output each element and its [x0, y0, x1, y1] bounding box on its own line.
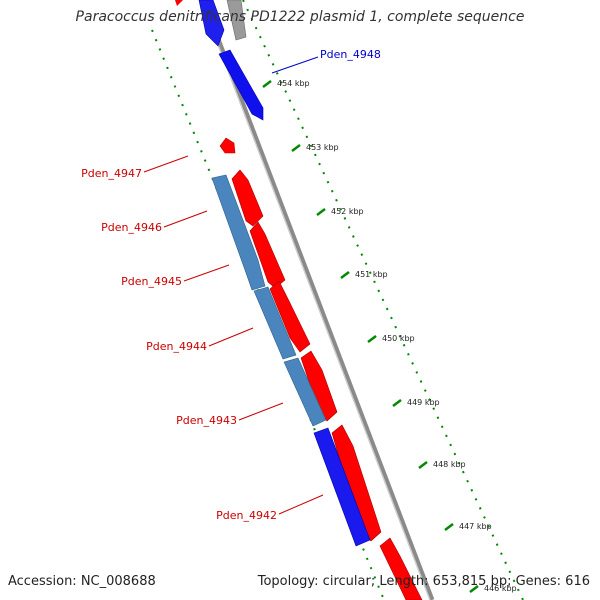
gene-label-pden-4943[interactable]: Pden_4943: [176, 414, 237, 427]
feature-pden-4943-reverse[interactable]: [313, 427, 371, 547]
feature-pden-4947[interactable]: [219, 137, 236, 154]
leader-pden-4943: [238, 402, 284, 421]
tick-label: 454 kbp: [277, 79, 310, 88]
top-gray-feature[interactable]: [226, 0, 247, 41]
map-title: Paracoccus denitrificans PD1222 plasmid …: [75, 9, 525, 25]
tick-mark: [340, 271, 350, 279]
tick-label: 447 kbp: [459, 522, 492, 531]
topology-text: Topology: circular; Length: 653,815 bp; …: [257, 574, 590, 589]
feature-pden-4944-reverse[interactable]: [283, 357, 327, 427]
tick-mark: [392, 399, 402, 407]
tick-mark: [469, 585, 479, 593]
tick-mark: [418, 461, 428, 469]
gene-label-pden-4945[interactable]: Pden_4945: [121, 275, 182, 288]
tick-mark: [444, 523, 454, 531]
tick-mark: [316, 208, 326, 216]
top-red-fragment[interactable]: [175, 0, 183, 6]
feature-pden-4945-reverse[interactable]: [253, 286, 297, 360]
feature-pden-4946-forward[interactable]: [231, 169, 264, 227]
leader-pden-4945: [183, 264, 230, 282]
leader-pden-4942: [278, 494, 324, 515]
leader-pden-4947: [143, 155, 189, 173]
feature-pden-4942-forward[interactable]: [379, 537, 423, 600]
tick-label: 453 kbp: [306, 143, 339, 152]
feature-pden-4948[interactable]: [218, 49, 264, 121]
gene-label-pden-4942[interactable]: Pden_4942: [216, 509, 277, 522]
backbone-ring: [200, 0, 435, 600]
accession-text: Accession: NC_008688: [8, 574, 156, 589]
tick-label: 451 kbp: [355, 270, 388, 279]
tick-label: 449 kbp: [407, 398, 440, 407]
backbone-highlight: [200, 0, 431, 600]
tick-mark: [367, 335, 377, 343]
leader-pden-4948: [271, 56, 319, 74]
gene-label-pden-4947[interactable]: Pden_4947: [81, 167, 142, 180]
gene-label-pden-4948[interactable]: Pden_4948: [320, 48, 381, 61]
gene-label-pden-4944[interactable]: Pden_4944: [146, 340, 207, 353]
gene-labels: Pden_4948 Pden_4947 Pden_4946 Pden_4945 Pden…: [81, 48, 381, 522]
tick-label: 446 kbp: [484, 584, 517, 593]
tick-label: 452 kbp: [331, 207, 364, 216]
tick-label: 450 kbp: [382, 334, 415, 343]
tick-label: 448 kbp: [433, 460, 466, 469]
feature-pden-4945-forward[interactable]: [269, 280, 311, 353]
top-blue-feature[interactable]: [198, 0, 225, 47]
tick-mark: [262, 80, 272, 88]
outer-scale-ring: [242, 0, 524, 600]
gene-label-pden-4946[interactable]: Pden_4946: [101, 221, 162, 234]
scale-ticks: 454 kbp 453 kbp 452 kbp 451 kbp 450 kbp 449 k…: [262, 79, 517, 593]
tick-mark: [291, 144, 301, 152]
feature-pden-4946-reverse[interactable]: [211, 174, 266, 291]
leader-pden-4946: [163, 210, 208, 228]
leader-pden-4944: [208, 327, 254, 347]
feature-pden-4946b-forward[interactable]: [249, 221, 286, 289]
